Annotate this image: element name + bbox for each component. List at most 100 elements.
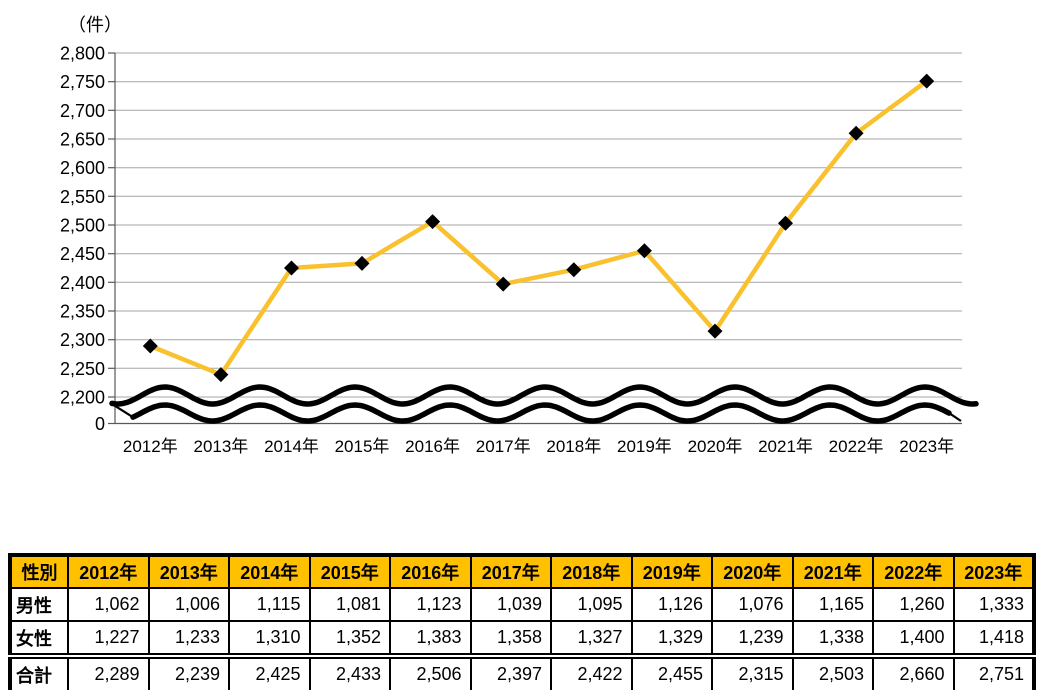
data-point-marker [495,276,511,292]
y-axis-label: 2,350 [60,302,105,322]
data-point-marker [142,338,158,354]
y-axis-label: 2,550 [60,187,105,207]
data-point-marker [284,260,299,276]
y-axis-label: 2,400 [60,273,105,293]
value-cell: 1,076 [711,587,794,622]
table-row: 女性 1,227 1,233 1,310 1,352 1,383 1,358 1,327 1,3… [9,620,1035,657]
value-cell: 1,352 [308,620,391,657]
y-axis-label: 2,300 [60,330,105,350]
value-cell: 1,062 [67,587,150,622]
value-cell: 1,115 [228,587,311,622]
value-cell: 1,227 [67,620,150,657]
col-header-year: 2012年 [67,554,150,589]
y-axis-label: 2,650 [60,130,105,150]
value-cell: 1,338 [791,620,874,657]
data-point-marker [354,255,370,271]
col-header-year: 2013年 [147,554,230,589]
axis-break-wave-lower [130,402,952,424]
row-label-cell: 男性 [9,587,69,622]
axis-break-tail-left [111,403,134,419]
value-cell: 2,433 [308,653,391,690]
x-axis-label: 2018年 [546,437,601,456]
value-cell: 2,289 [67,653,150,690]
x-axis-label: 2014年 [264,437,319,456]
y-axis-label: 2,750 [60,72,105,92]
axis-break-tail-right [949,412,962,422]
col-header-year: 2020年 [711,554,794,589]
line-chart: 2,800 2,750 2,700 2,650 2,600 2,550 2,500 2,450… [60,15,979,456]
value-cell: 2,751 [952,653,1035,690]
axis-break-wave-upper [109,384,979,407]
col-header-year: 2014年 [228,554,311,589]
data-point-marker [425,214,441,230]
value-cell: 2,239 [147,653,230,690]
table-header-row: 性別 2012年 2013年 2014年 2015年 2016年 2017年 2018年 201… [9,554,1035,589]
data-point-marker [213,367,229,383]
col-header-year: 2019年 [630,554,713,589]
y-axis-label: 2,250 [60,359,105,379]
value-cell: 1,233 [147,620,230,657]
col-header-gender: 性別 [9,554,69,589]
data-point-marker [566,262,582,278]
value-cell: 2,425 [228,653,311,690]
value-cell: 1,039 [469,587,552,622]
x-axis-label: 2021年 [758,437,813,456]
value-cell: 1,123 [389,587,472,622]
row-label-cell: 合計 [9,653,69,690]
summary-table: 性別 2012年 2013年 2014年 2015年 2016年 2017年 2018年 201… [8,553,1036,690]
y-axis-label: 2,200 [60,388,105,408]
value-cell: 2,397 [469,653,552,690]
value-cell: 1,418 [952,620,1035,657]
y-axis-label: 2,800 [60,44,105,64]
row-label-cell: 女性 [9,620,69,657]
x-axis-label: 2013年 [193,437,248,456]
value-cell: 1,165 [791,587,874,622]
col-header-year: 2023年 [952,554,1035,589]
table-row: 合計 2,289 2,239 2,425 2,433 2,506 2,397 2,422 2,4… [9,653,1035,690]
x-axis-label: 2020年 [688,437,743,456]
value-cell: 1,239 [711,620,794,657]
value-cell: 2,660 [872,653,955,690]
value-cell: 1,081 [308,587,391,622]
value-cell: 1,095 [550,587,633,622]
y-axis-label: 2,700 [60,101,105,121]
col-header-year: 2016年 [389,554,472,589]
x-axis-label: 2022年 [829,437,884,456]
y-axis-label: 0 [95,414,105,434]
col-header-year: 2021年 [791,554,874,589]
value-cell: 1,260 [872,587,955,622]
value-cell: 1,383 [389,620,472,657]
value-cell: 1,329 [630,620,713,657]
value-cell: 2,315 [711,653,794,690]
series-line [148,78,929,377]
y-axis-label: 2,450 [60,244,105,264]
y-axis-label: 2,600 [60,158,105,178]
value-cell: 2,506 [389,653,472,690]
x-axis-label: 2012年 [123,437,178,456]
col-header-year: 2022年 [872,554,955,589]
value-cell: 2,422 [550,653,633,690]
x-axis-label: 2015年 [335,437,390,456]
value-cell: 1,333 [952,587,1035,622]
col-header-year: 2015年 [308,554,391,589]
data-point-marker [919,73,935,89]
data-point-marker [778,215,793,231]
value-cell: 2,503 [791,653,874,690]
col-header-year: 2018年 [550,554,633,589]
col-header-year: 2017年 [469,554,552,589]
value-cell: 1,327 [550,620,633,657]
y-axis-label: 2,500 [60,216,105,236]
value-cell: 1,126 [630,587,713,622]
unit-label: （件） [68,15,122,35]
x-axis-label: 2023年 [899,437,954,456]
data-point-marker [707,323,723,339]
data-point-marker [848,125,864,141]
x-axis-label: 2017年 [476,437,531,456]
x-axis-label: 2016年 [405,437,460,456]
x-axis-label: 2019年 [617,437,672,456]
value-cell: 1,006 [147,587,230,622]
value-cell: 1,358 [469,620,552,657]
data-point-marker [636,243,652,259]
value-cell: 2,455 [630,653,713,690]
